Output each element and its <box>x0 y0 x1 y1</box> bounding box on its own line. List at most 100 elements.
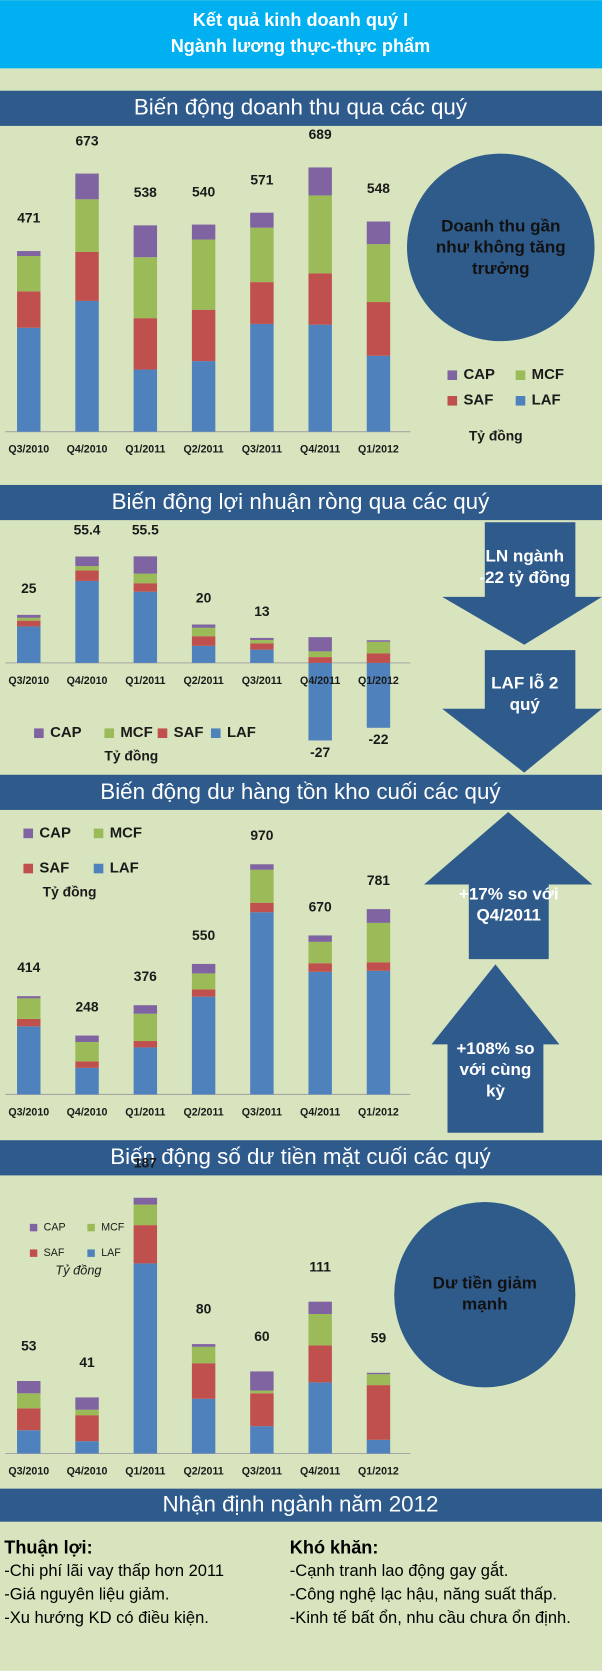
total-label: 111 <box>309 1258 331 1274</box>
legend-swatch <box>29 1223 38 1232</box>
x-tick-label: Q1/2012 <box>358 675 399 687</box>
bar-segment <box>191 1346 216 1364</box>
pros-item: -Xu hướng KD có điều kiện. <box>4 1609 209 1628</box>
cons-item: -Kinh tế bất ổn, nhu cầu chưa ổn định. <box>289 1609 571 1628</box>
legend-label: MCF <box>120 725 152 741</box>
bar-segment <box>133 257 158 319</box>
legend-swatch <box>87 1223 95 1232</box>
bar-segment <box>191 224 216 240</box>
legend-label: LAF <box>110 860 139 876</box>
x-tick-label: Q3/2010 <box>8 1465 49 1477</box>
legend-swatch <box>210 728 221 739</box>
bar-segment <box>250 1371 274 1391</box>
legend-swatch <box>29 1249 38 1257</box>
bar-segment <box>75 580 99 663</box>
x-tick-label: Q1/2011 <box>125 1106 165 1118</box>
section-title: Biến động doanh thu qua các quý <box>134 95 468 120</box>
bar-segment <box>191 361 216 432</box>
bar-segment <box>308 651 332 658</box>
cons-title: Khó khăn: <box>289 1537 379 1558</box>
bar-segment <box>75 1415 99 1442</box>
section-band <box>0 484 602 521</box>
legend-swatch <box>87 1249 95 1257</box>
bar-segment <box>17 251 41 257</box>
header-subtitle: Ngành lương thực-thực phẩm <box>171 36 430 56</box>
total-label: 376 <box>134 968 157 984</box>
bar-segment <box>191 624 216 628</box>
x-tick-label: Q1/2012 <box>358 1465 399 1477</box>
legend-swatch <box>447 395 458 406</box>
legend-label: SAF <box>39 860 69 876</box>
bar-segment <box>17 327 41 432</box>
section-band <box>0 774 602 810</box>
up-arrow <box>431 964 560 1133</box>
bar-segment <box>308 963 332 972</box>
legend-swatch <box>93 863 104 874</box>
x-tick-label: Q2/2011 <box>183 675 223 687</box>
callout-box: LAF lỗ 2 quý <box>491 675 558 714</box>
bar-segment <box>308 971 332 1095</box>
x-tick-label: Q4/2011 <box>300 444 340 456</box>
bar-segment <box>308 657 332 663</box>
bar-segment <box>133 1041 158 1048</box>
bar-segment <box>250 643 274 650</box>
x-tick-label: Q1/2011 <box>125 675 165 687</box>
bar-segment <box>133 1204 158 1226</box>
total-label: 25 <box>21 580 37 596</box>
bar-segment <box>366 302 391 356</box>
header-band <box>0 0 602 69</box>
x-tick-label: Q3/2010 <box>8 675 49 687</box>
bar-segment <box>366 653 391 663</box>
x-tick-label: Q3/2010 <box>8 444 49 456</box>
total-label: 55.4 <box>74 522 101 538</box>
pros-title: Thuận lợi: <box>4 1537 93 1558</box>
callout-box: +17% so với Q4/2011 <box>459 885 559 924</box>
bar-segment <box>250 282 274 324</box>
x-tick-label: Q1/2012 <box>358 444 399 456</box>
total-label: 60 <box>254 1328 270 1344</box>
up-arrow <box>424 812 593 960</box>
bar-segment <box>308 273 332 325</box>
bar-segment <box>366 355 391 432</box>
bar-segment <box>17 291 41 328</box>
bar-segment <box>250 227 274 283</box>
legend-label: LAF <box>227 725 256 741</box>
bar-segment <box>308 1301 332 1315</box>
bar-segment <box>191 963 216 974</box>
bar-segment <box>133 1197 158 1205</box>
bar-segment <box>17 614 41 618</box>
callout-ellipse <box>407 153 595 342</box>
total-label: 670 <box>309 898 332 914</box>
bar-segment <box>366 662 391 728</box>
x-tick-label: Q2/2011 <box>183 444 223 456</box>
total-label: 550 <box>192 927 215 943</box>
bar-segment <box>250 640 274 644</box>
bar-segment <box>366 1372 391 1375</box>
header-title: Kết quả kinh doanh quý I <box>193 10 408 30</box>
bar-segment <box>366 641 391 654</box>
bar-segment <box>250 864 274 870</box>
bar-segment <box>75 570 99 581</box>
bar-segment <box>191 636 216 646</box>
total-label: 689 <box>309 126 332 142</box>
legend-swatch <box>157 728 168 739</box>
total-label: 80 <box>196 1301 212 1317</box>
total-label: 41 <box>79 1354 95 1370</box>
bar-segment <box>250 1426 274 1454</box>
bar-segment <box>308 324 332 432</box>
unit-label: Tỷ đồng <box>469 428 523 444</box>
bar-segment <box>191 239 216 310</box>
legend-swatch <box>447 370 458 381</box>
callout-box: LN ngành -22 tỷ đồng <box>479 547 570 586</box>
callout-box: +108% so với cùng kỳ <box>456 1040 534 1101</box>
x-tick-label: Q2/2011 <box>183 1106 223 1118</box>
legend-label: CAP <box>463 367 495 383</box>
callout-box: Dư tiền giảm mạnh <box>433 1274 537 1313</box>
bar-segment <box>366 1374 391 1386</box>
down-arrow <box>442 522 602 645</box>
legend-label: CAP <box>39 825 71 841</box>
bar-segment <box>133 225 158 258</box>
bar-segment <box>308 195 332 274</box>
x-tick-label: Q4/2010 <box>67 1106 108 1118</box>
